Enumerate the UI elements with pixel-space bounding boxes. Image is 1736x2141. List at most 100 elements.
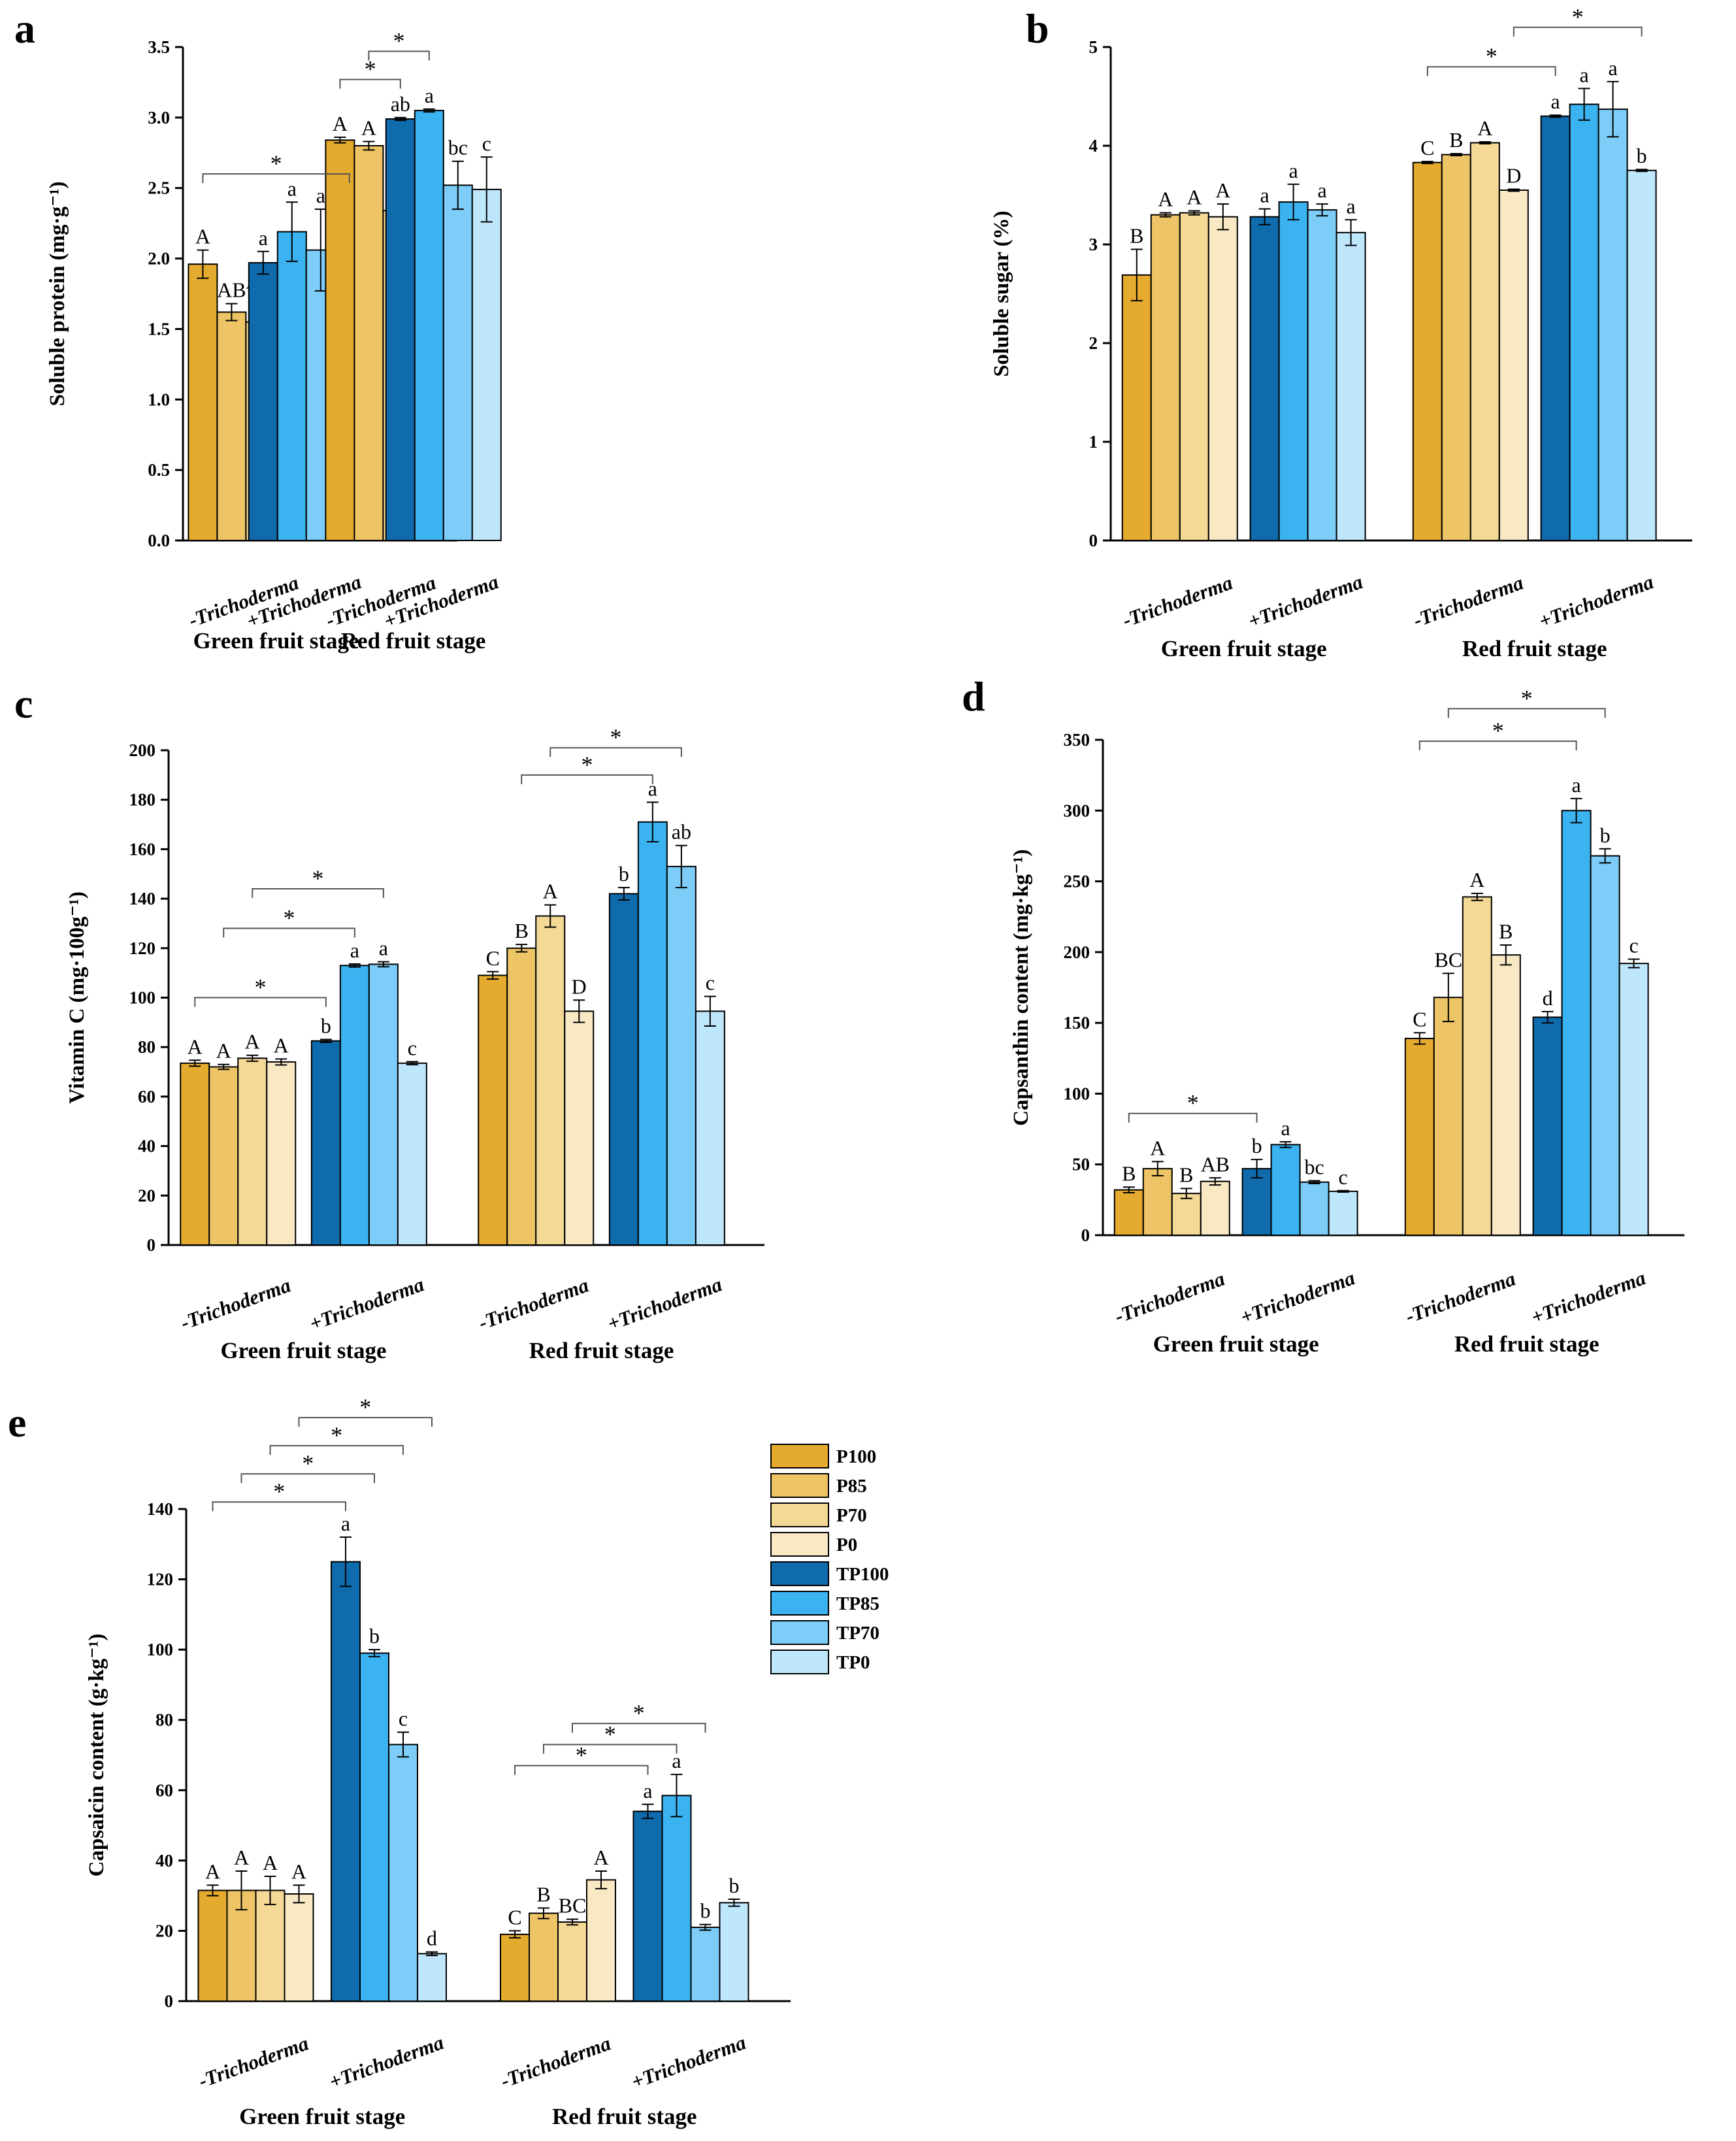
- significance-letter: A: [333, 112, 348, 135]
- bar-P70: [1179, 212, 1209, 541]
- significance-letter: BC: [1434, 948, 1462, 971]
- significance-bracket: *: [521, 752, 653, 784]
- y-tick-label: 2.5: [148, 178, 170, 198]
- significance-letter: a: [1281, 1116, 1290, 1140]
- bar-P100: [180, 1062, 210, 1246]
- significance-bracket: *: [1426, 43, 1556, 76]
- y-tick-label: 350: [1064, 730, 1090, 750]
- y-tick-label: 140: [129, 889, 156, 908]
- bracket-line: [269, 1445, 404, 1455]
- bar-group: aa ab: [1540, 56, 1657, 541]
- significance-letter: A: [291, 1860, 306, 1884]
- bar-TP85: [1569, 103, 1599, 541]
- significance-letter: bc: [448, 136, 468, 159]
- bar-group: CBA D: [478, 880, 595, 1246]
- significance-letter: c: [482, 131, 491, 155]
- legend-swatch-TP85: [770, 1591, 829, 1616]
- significance-bracket: *: [212, 1478, 346, 1512]
- panel-a: a 0.0 0.5 1.0 1.5 2.0 2.5 3.0 3.5 Soluble protein…: [14, 5, 502, 654]
- y-axis-title: Soluble sugar (%): [990, 210, 1013, 376]
- significance-letter: b: [1252, 1134, 1262, 1157]
- stage-label: Green fruit stage: [193, 628, 359, 654]
- significance-letter: A: [188, 1035, 203, 1058]
- stage-label: Red fruit stage: [529, 1338, 674, 1363]
- bracket-line: [1447, 708, 1606, 718]
- significance-letter: A: [1187, 186, 1202, 209]
- significance-star: *: [331, 1422, 342, 1448]
- significance-bracket: *: [240, 1450, 375, 1484]
- y-tick-label: 2: [1089, 333, 1098, 353]
- significance-letter: A: [361, 116, 376, 140]
- bracket-line: [240, 1473, 375, 1484]
- bar-TP0: [1328, 1190, 1358, 1236]
- significance-letter: A: [205, 1860, 220, 1884]
- bar-P0: [1207, 216, 1238, 541]
- y-tick-label: 250: [1064, 872, 1090, 891]
- legend-swatch-P100: [770, 1444, 829, 1469]
- category-label: -Trichoderma: [195, 2032, 312, 2093]
- significance-letter: B: [515, 919, 529, 942]
- bar-TP100: [248, 262, 278, 541]
- legend-swatch-TP70: [770, 1620, 829, 1645]
- y-tick-label: 3: [1089, 235, 1098, 254]
- bar-TP85: [1561, 810, 1592, 1236]
- bar-P70: [535, 915, 566, 1246]
- panel-letter-e: e: [8, 1399, 26, 1446]
- bar-TP0: [1335, 231, 1366, 541]
- bar-P100: [1412, 161, 1443, 542]
- stage-label: Green fruit stage: [1153, 1331, 1319, 1357]
- legend-label-TP85: TP85: [836, 1593, 879, 1614]
- bar-P100: [1404, 1037, 1435, 1236]
- panel-letter-a: a: [14, 5, 35, 52]
- bracket-line: [298, 1417, 433, 1427]
- significance-letter: a: [672, 1749, 681, 1772]
- category-label: -Trichoderma: [178, 1274, 294, 1335]
- panel-d: d 0 50 100 150 200 250 300 350 Capsanthin content…: [962, 673, 1684, 1357]
- significance-letter: a: [1571, 773, 1580, 797]
- bar-group: d a b c: [1532, 773, 1649, 1236]
- bracket-line: [1128, 1112, 1258, 1123]
- significance-letter: b: [619, 862, 629, 886]
- significance-star: *: [359, 1394, 371, 1420]
- bar-group: C BC A B: [1404, 868, 1521, 1236]
- significance-letter: a: [1288, 159, 1298, 182]
- significance-bracket: *: [368, 27, 430, 61]
- y-tick-label: 60: [138, 1087, 156, 1106]
- significance-letter: a: [350, 938, 359, 962]
- y-axis-title: Capsanthin content (mg·kg⁻¹): [1009, 849, 1033, 1125]
- bar-P100: [197, 1889, 228, 2002]
- bar-TP70: [368, 963, 399, 1246]
- bar-TP85: [661, 1795, 692, 2002]
- bar-TP100: [310, 1040, 341, 1246]
- significance-letter: C: [508, 1905, 521, 1929]
- legend-swatch-P0: [770, 1532, 829, 1557]
- y-tick-label: 0: [147, 1235, 156, 1255]
- bar-P0: [564, 1010, 595, 1246]
- bar-TP100: [632, 1810, 663, 2002]
- significance-bracket: *: [202, 150, 350, 184]
- y-tick-label: 1: [1089, 432, 1098, 452]
- significance-star: *: [1572, 4, 1584, 30]
- significance-star: *: [1486, 43, 1498, 69]
- significance-letter: a: [425, 84, 434, 107]
- category-label: -Trichoderma: [1402, 1267, 1518, 1328]
- significance-bracket: *: [572, 1700, 706, 1733]
- bar-TP0: [417, 1953, 447, 2002]
- significance-bracket: *: [223, 905, 355, 938]
- bar-TP85: [1270, 1144, 1301, 1236]
- significance-letter: B: [1130, 224, 1143, 248]
- bar-P0: [266, 1061, 297, 1246]
- bar-P100: [188, 263, 218, 541]
- bracket-line: [194, 997, 327, 1007]
- significance-letter: b: [369, 1624, 380, 1648]
- bar-TP70: [388, 1744, 418, 2002]
- y-tick-label: 60: [156, 1780, 173, 1800]
- significance-letter: a: [316, 184, 325, 207]
- bar-TP0: [695, 1010, 725, 1246]
- category-label: -Trichoderma: [1410, 571, 1526, 632]
- legend-swatch-TP0: [770, 1650, 829, 1674]
- significance-star: *: [633, 1700, 645, 1726]
- bar-P0: [1200, 1180, 1230, 1236]
- bracket-line: [1418, 740, 1577, 751]
